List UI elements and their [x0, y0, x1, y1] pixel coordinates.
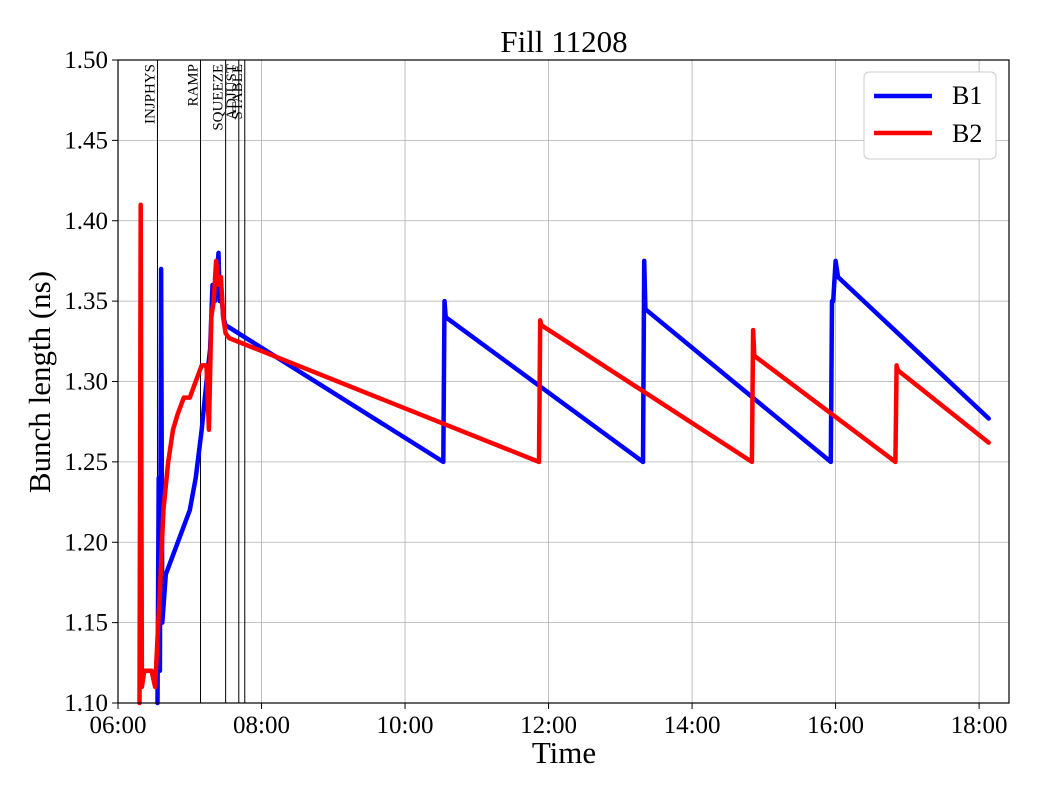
x-tick-label: 08:00: [233, 712, 290, 739]
chart-title: Fill 11208: [500, 24, 627, 59]
beam-mode-label: ADJUST: [224, 64, 240, 120]
x-tick-label: 12:00: [520, 712, 577, 739]
x-tick-label: 10:00: [377, 712, 434, 739]
x-axis-ticks: 06:00 08:00 10:00 12:00 14:00 16:00 18:00: [90, 703, 1008, 739]
y-tick-label: 1.10: [64, 690, 108, 717]
x-tick-label: 16:00: [807, 712, 864, 739]
y-axis-ticks: 1.10 1.15 1.20 1.25 1.30 1.35 1.40 1.45 1.50: [64, 47, 118, 717]
y-tick-label: 1.50: [64, 47, 108, 74]
x-axis-label: Time: [532, 735, 596, 770]
y-axis-label: Bunch length (ns): [22, 271, 57, 493]
x-tick-label: 18:00: [951, 712, 1008, 739]
beam-mode-label: SQUEEZE: [211, 64, 227, 131]
data-series: [137, 202, 991, 706]
beam-mode-label: STABLE: [230, 64, 246, 119]
legend-label-b1: B1: [952, 81, 982, 110]
legend: B1 B2: [863, 71, 997, 160]
y-tick-label: 1.20: [64, 529, 108, 556]
y-tick-label: 1.25: [64, 449, 108, 476]
legend-label-b2: B2: [952, 119, 982, 148]
y-tick-label: 1.35: [64, 288, 108, 315]
series-line-b2: [137, 202, 991, 706]
y-tick-label: 1.15: [64, 610, 108, 637]
x-tick-label: 14:00: [664, 712, 721, 739]
beam-mode-label: RAMP: [186, 64, 202, 107]
y-tick-label: 1.30: [64, 369, 108, 396]
beam-mode-label: INJPHYS: [142, 64, 158, 124]
y-tick-label: 1.45: [64, 127, 108, 154]
y-tick-label: 1.40: [64, 208, 108, 235]
x-tick-label: 06:00: [90, 712, 147, 739]
